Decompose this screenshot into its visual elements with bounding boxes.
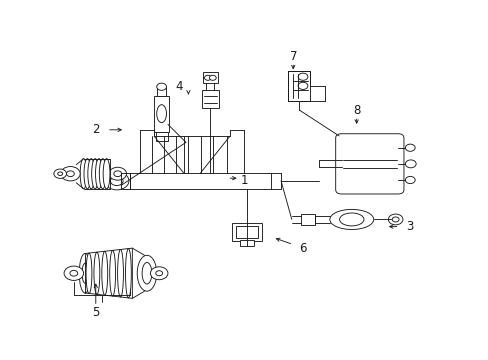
Circle shape xyxy=(387,214,402,225)
Circle shape xyxy=(150,267,167,280)
Text: 3: 3 xyxy=(406,220,413,233)
Circle shape xyxy=(66,171,74,177)
Bar xyxy=(154,96,168,132)
Ellipse shape xyxy=(329,210,373,229)
Circle shape xyxy=(204,75,211,80)
Ellipse shape xyxy=(102,251,107,295)
Ellipse shape xyxy=(86,253,92,293)
Circle shape xyxy=(104,172,129,190)
Bar xyxy=(203,72,217,83)
Ellipse shape xyxy=(142,262,152,284)
Bar xyxy=(300,214,315,225)
Ellipse shape xyxy=(91,159,98,189)
Circle shape xyxy=(109,167,126,180)
Text: 2: 2 xyxy=(92,123,100,136)
Circle shape xyxy=(391,217,398,222)
Circle shape xyxy=(405,160,415,168)
Bar xyxy=(236,226,257,238)
Circle shape xyxy=(405,176,414,184)
Circle shape xyxy=(114,171,122,177)
Circle shape xyxy=(61,167,80,181)
Ellipse shape xyxy=(339,213,363,226)
Ellipse shape xyxy=(82,263,88,283)
Bar xyxy=(156,132,167,140)
Bar xyxy=(130,173,271,189)
Circle shape xyxy=(70,270,78,276)
Bar xyxy=(232,223,261,241)
Bar xyxy=(201,90,219,108)
Text: 5: 5 xyxy=(92,306,99,319)
Bar xyxy=(288,71,310,101)
Ellipse shape xyxy=(157,105,166,123)
Ellipse shape xyxy=(80,159,87,189)
Ellipse shape xyxy=(125,249,131,298)
Ellipse shape xyxy=(84,159,91,189)
Ellipse shape xyxy=(99,159,106,189)
Circle shape xyxy=(54,169,66,179)
Text: 7: 7 xyxy=(289,50,296,63)
Circle shape xyxy=(58,172,62,176)
Ellipse shape xyxy=(103,159,110,189)
Bar xyxy=(157,87,166,96)
Circle shape xyxy=(405,144,414,151)
Ellipse shape xyxy=(157,83,166,90)
Ellipse shape xyxy=(79,253,91,293)
Circle shape xyxy=(110,176,123,185)
Text: 4: 4 xyxy=(175,80,182,93)
Ellipse shape xyxy=(94,252,100,294)
Ellipse shape xyxy=(88,159,95,189)
Circle shape xyxy=(64,266,83,280)
Circle shape xyxy=(156,271,162,276)
Text: 1: 1 xyxy=(240,174,248,186)
Ellipse shape xyxy=(137,255,157,291)
Ellipse shape xyxy=(95,159,102,189)
Text: 6: 6 xyxy=(299,242,306,255)
Text: 8: 8 xyxy=(352,104,360,117)
Bar xyxy=(239,240,254,246)
Circle shape xyxy=(298,73,307,80)
Bar xyxy=(341,138,397,190)
Ellipse shape xyxy=(117,249,123,297)
Circle shape xyxy=(209,75,216,80)
Ellipse shape xyxy=(109,250,115,296)
Circle shape xyxy=(298,82,307,89)
FancyBboxPatch shape xyxy=(335,134,403,194)
